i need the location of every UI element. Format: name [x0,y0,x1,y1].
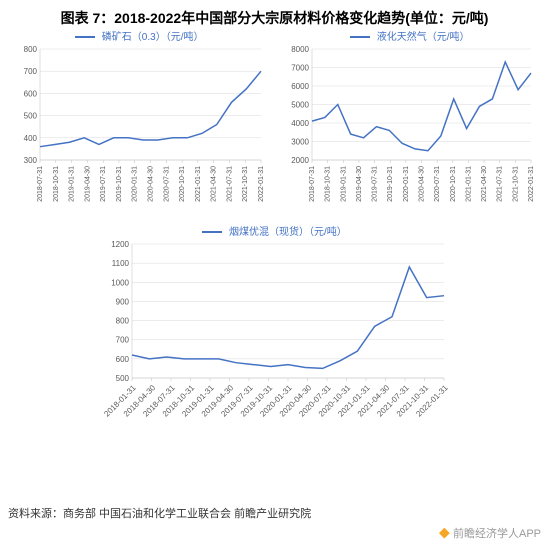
source-text: 资料来源：商务部 中国石油和化学工业联合会 前瞻产业研究院 [8,505,311,521]
svg-text:2018-10-31: 2018-10-31 [325,166,332,202]
svg-text:2021-01-31: 2021-01-31 [195,166,202,202]
svg-text:1000: 1000 [111,278,129,287]
svg-text:2018-07-31: 2018-07-31 [37,166,44,202]
svg-text:1200: 1200 [111,240,129,249]
svg-text:2021-07-31: 2021-07-31 [226,166,233,202]
svg-text:800: 800 [115,317,129,326]
legend-label-2: 液化天然气（元/吨） [377,32,470,43]
svg-text:700: 700 [115,336,129,345]
svg-text:2019-01-31: 2019-01-31 [341,166,348,202]
svg-text:2021-10-31: 2021-10-31 [513,166,520,202]
chart-svg-1: 300 400 500 600 700 800 2018-07-31 2018-10-31 20… [12,43,267,218]
svg-text:2019-10-31: 2019-10-31 [387,166,394,202]
svg-text:2019-07-31: 2019-07-31 [372,166,379,202]
legend-line-1 [75,36,95,38]
svg-text:2020-10-31: 2020-10-31 [450,166,457,202]
svg-text:2018-07-31: 2018-07-31 [309,166,316,202]
svg-text:2021-04-30: 2021-04-30 [481,166,488,202]
svg-text:2022-01-31: 2022-01-31 [528,166,535,202]
legend-label-3: 烟煤优混（现货）（元/吨） [229,227,347,238]
svg-text:2021-07-31: 2021-07-31 [497,166,504,202]
svg-text:2021-01-31: 2021-01-31 [466,166,473,202]
legend-label-1: 磷矿石（0.3）（元/吨） [102,32,204,43]
chart-title: 图表 7：2018-2022年中国部分大宗原材料价格变化趋势(单位：元/吨) [0,0,549,28]
svg-text:2019-07-31: 2019-07-31 [100,166,107,202]
svg-text:2019-04-30: 2019-04-30 [356,166,363,202]
svg-text:2019-01-31: 2019-01-31 [68,166,75,202]
svg-text:900: 900 [115,297,129,306]
legend-line-2 [350,36,370,38]
svg-text:400: 400 [23,134,37,143]
chart-phosphate: 磷矿石（0.3）（元/吨） 300 400 500 600 700 800 2018-07-… [12,28,267,223]
legend-1: 磷矿石（0.3）（元/吨） [12,28,267,43]
svg-text:2018-10-31: 2018-10-31 [53,166,60,202]
svg-text:2019-10-31: 2019-10-31 [116,166,123,202]
chart-lng: 液化天然气（元/吨） 20003000400050006000700080002… [282,28,537,223]
chart-coal: 烟煤优混（现货）（元/吨） 500 600 700 800 900 1000 1100 120… [100,223,450,438]
svg-text:2020-01-31: 2020-01-31 [131,166,138,202]
svg-text:1100: 1100 [111,259,129,268]
svg-text:500: 500 [23,112,37,121]
svg-text:300: 300 [23,156,37,165]
svg-text:2020-04-30: 2020-04-30 [419,166,426,202]
svg-text:2020-07-31: 2020-07-31 [434,166,441,202]
svg-text:2020-01-31: 2020-01-31 [403,166,410,202]
svg-text:7000: 7000 [291,64,309,73]
svg-text:500: 500 [115,374,129,383]
svg-text:3000: 3000 [291,138,309,147]
svg-text:800: 800 [23,45,37,54]
svg-text:2020-04-30: 2020-04-30 [147,166,154,202]
svg-text:2000: 2000 [291,156,309,165]
top-charts-row: 磷矿石（0.3）（元/吨） 300 400 500 600 700 800 2018-07-… [0,28,549,223]
svg-text:2022-01-31: 2022-01-31 [258,166,265,202]
legend-3: 烟煤优混（现货）（元/吨） [100,223,450,238]
chart-svg-2: 2000 3000 4000 5000 6000 7000 8000 2018-07-31 20… [282,43,537,218]
svg-text:2020-10-31: 2020-10-31 [179,166,186,202]
svg-text:8000: 8000 [291,45,309,54]
bottom-chart-row: 烟煤优混（现货）（元/吨） 500 600 700 800 900 1000 1100 120… [0,223,549,438]
svg-text:600: 600 [115,355,129,364]
svg-text:600: 600 [23,89,37,98]
legend-line-3 [202,231,222,233]
svg-text:2021-04-30: 2021-04-30 [210,166,217,202]
svg-text:2021-10-31: 2021-10-31 [242,166,249,202]
svg-text:5000: 5000 [291,101,309,110]
legend-2: 液化天然气（元/吨） [282,28,537,43]
svg-text:700: 700 [23,67,37,76]
chart-svg-3: 5006007008009001000110012002018-01-31201… [100,238,450,433]
svg-text:4000: 4000 [291,119,309,128]
svg-text:6000: 6000 [291,82,309,91]
watermark-text: 前瞻经济学人APP [439,525,541,541]
svg-text:2019-04-30: 2019-04-30 [84,166,91,202]
svg-text:2020-07-31: 2020-07-31 [163,166,170,202]
